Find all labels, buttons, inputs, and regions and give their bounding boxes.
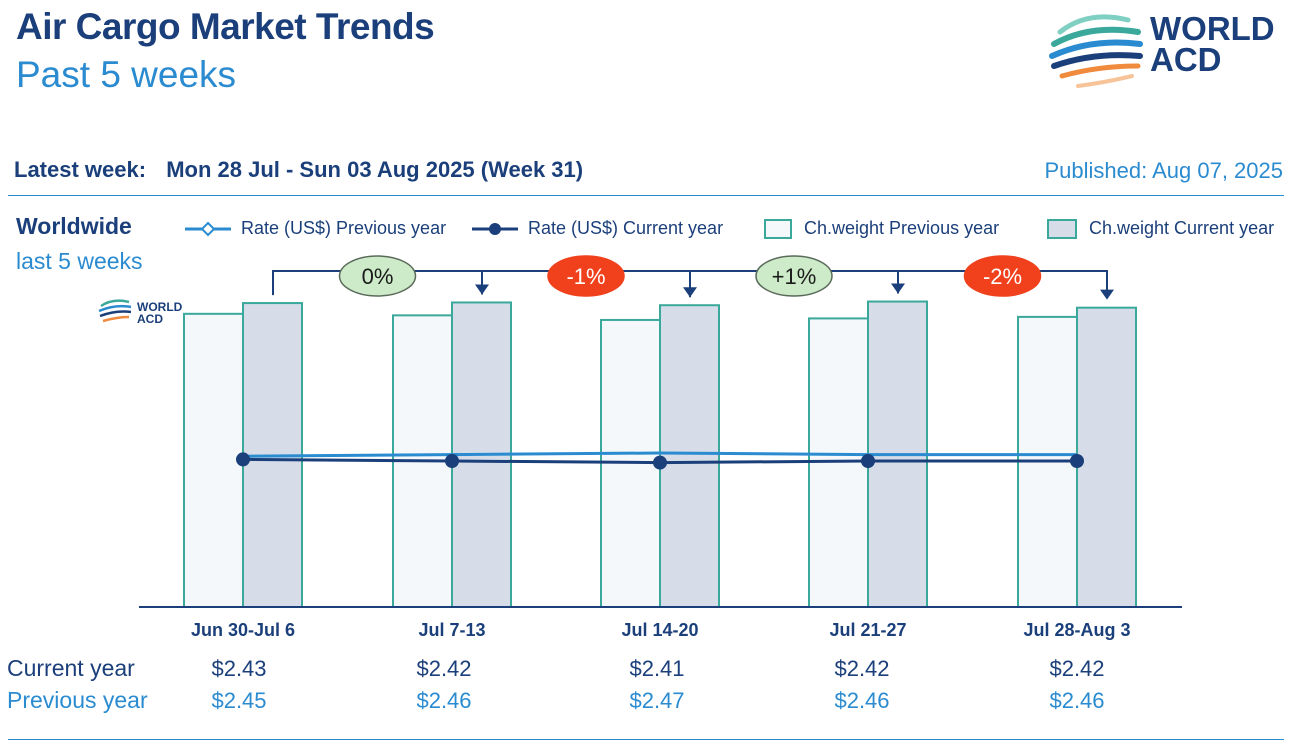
legend-swatch-prev [764,218,792,239]
point-rate-current [861,454,875,468]
change-badge [755,255,833,297]
bar-chweight-previous [183,312,244,608]
value-rate-previous: $2.46 [1049,688,1105,713]
value-rate-previous: $2.46 [416,688,472,713]
published-date: Published: Aug 07, 2025 [1044,158,1283,183]
series-line-rate-previous [242,451,1077,458]
divider-bottom [8,739,1284,740]
svg-text:WORLD: WORLD [137,300,183,314]
change-badge-label: -2% [983,264,1022,289]
latest-week-label: Latest week: [14,157,147,182]
region-period: last 5 weeks [16,248,143,274]
value-rate-current: $2.42 [1049,656,1105,681]
logo-wordmark: WORLD ACD [1150,10,1275,78]
filled-dot-line-icon [472,222,518,235]
svg-text:ACD: ACD [137,312,163,326]
point-rate-current [653,455,667,470]
bar-chweight-current [1076,306,1137,608]
change-badge [963,255,1042,297]
value-rate-current: $2.42 [834,656,890,681]
x-tick-label: Jul 28-Aug 3 [1023,620,1130,640]
change-badge [547,255,625,297]
legend-rate-previous: Rate (US$) Previous year [183,218,446,239]
value-rate-current: $2.43 [211,656,267,681]
change-badge [338,255,417,297]
x-tick-label: Jul 7-13 [418,620,485,640]
world-acd-logo [1049,14,1143,88]
change-badge-label: -1% [566,264,605,289]
legend-rate-current: Rate (US$) Current year [470,218,723,239]
point-rate-current [445,454,459,468]
legend-cw-current: Ch.weight Current year [1047,218,1274,239]
x-tick-label: Jul 14-20 [621,620,698,640]
legend-cw-previous: Ch.weight Previous year [764,218,999,239]
point-rate-current [1070,454,1084,468]
divider-top [8,195,1284,196]
bar-chweight-current [659,304,720,608]
point-rate-current [236,452,250,467]
x-tick-label: Jun 30-Jul 6 [191,620,295,640]
change-arrow-icon [1100,289,1114,300]
page-title: Air Cargo Market Trends [16,6,435,47]
latest-week: Latest week: Mon 28 Jul - Sun 03 Aug 202… [14,157,583,183]
value-rate-previous: $2.47 [629,688,685,713]
change-badge-label: +1% [772,264,817,289]
change-badge-label: 0% [362,264,394,289]
page-subtitle: Past 5 weeks [16,54,237,95]
open-diamond-line-icon [185,221,231,236]
latest-week-value: Mon 28 Jul - Sun 03 Aug 2025 (Week 31) [166,157,584,182]
value-rate-current: $2.41 [629,656,685,681]
x-tick-label: Jul 21-27 [829,620,906,640]
value-rate-current: $2.42 [416,656,472,681]
legend-swatch-curr [1047,218,1077,239]
row-label-current-year: Current year [7,655,135,681]
value-rate-previous: $2.45 [211,688,267,713]
row-label-previous-year: Previous year [7,687,148,713]
region-name: Worldwide [16,213,132,239]
value-rate-previous: $2.46 [834,688,890,713]
